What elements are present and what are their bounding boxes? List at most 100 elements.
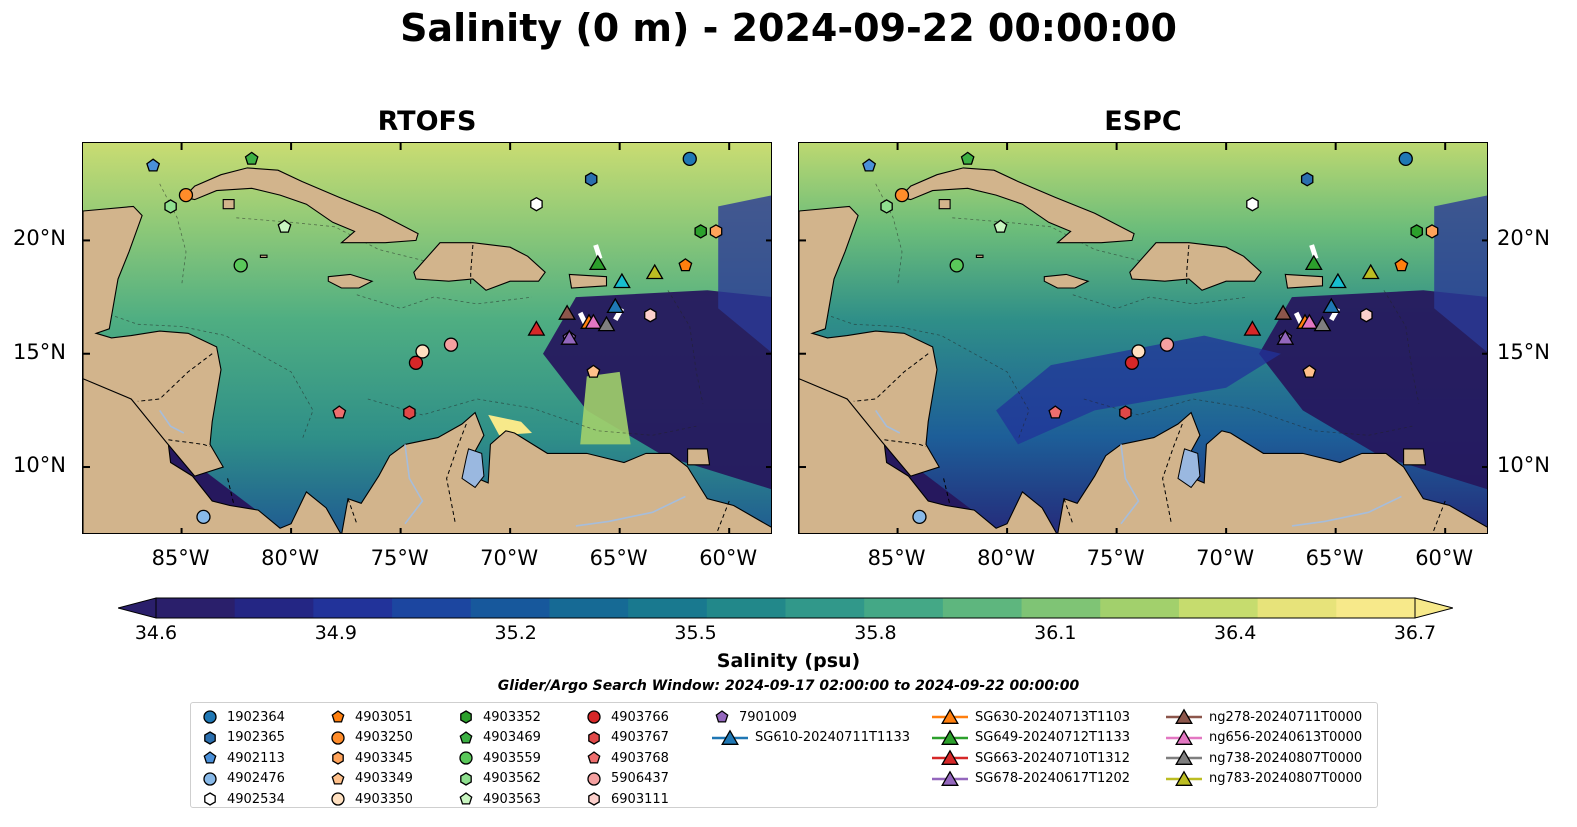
observation-marker[interactable]: [1394, 258, 1409, 272]
observation-marker[interactable]: [1328, 272, 1347, 289]
observation-marker[interactable]: [912, 509, 927, 525]
observation-marker[interactable]: [530, 196, 543, 212]
observation-marker[interactable]: [1124, 355, 1140, 370]
observation-marker[interactable]: [993, 219, 1008, 233]
observation-marker[interactable]: [415, 344, 430, 359]
map-panel-rtofs[interactable]: [82, 142, 772, 534]
country-border: [470, 244, 474, 286]
triangle-marker: [588, 254, 607, 271]
observation-marker[interactable]: [1398, 151, 1413, 167]
triangle-marker: [1175, 770, 1193, 786]
observation-marker[interactable]: [588, 254, 607, 271]
colorbar-min-arrow: [116, 597, 157, 619]
pentagon-marker: [960, 151, 975, 165]
latitude-label-right: 20°N: [1497, 226, 1550, 251]
hexagon-marker: [204, 792, 216, 806]
land-isleOfPines: [938, 199, 951, 210]
observation-marker[interactable]: [1119, 405, 1132, 420]
observation-marker[interactable]: [678, 258, 693, 272]
observation-marker[interactable]: [443, 337, 459, 352]
observation-marker[interactable]: [694, 224, 707, 239]
hexagon-marker: [709, 224, 723, 239]
hexagon-legend-icon: [204, 730, 216, 745]
observation-marker[interactable]: [277, 219, 292, 233]
observation-marker[interactable]: [1276, 329, 1295, 345]
observation-marker[interactable]: [146, 158, 161, 172]
observation-marker[interactable]: [1302, 364, 1317, 378]
isobath-contour: [1083, 398, 1413, 436]
observation-marker[interactable]: [1274, 304, 1293, 320]
circle-legend-icon: [587, 710, 601, 724]
observation-marker[interactable]: [1360, 307, 1373, 323]
triangle-marker: [606, 297, 625, 314]
triangle-marker: [1361, 263, 1380, 280]
glider-track: [593, 244, 603, 260]
legend-item: 4903250: [327, 728, 413, 748]
observation-marker[interactable]: [527, 320, 546, 336]
observation-marker[interactable]: [1361, 263, 1380, 280]
observation-marker[interactable]: [1246, 196, 1259, 212]
observation-marker[interactable]: [1131, 344, 1146, 359]
observation-marker[interactable]: [233, 258, 248, 273]
observation-marker[interactable]: [949, 258, 964, 273]
observation-marker[interactable]: [403, 405, 416, 420]
pentagon-marker: [277, 219, 292, 233]
observation-marker[interactable]: [1300, 313, 1319, 329]
circle-marker: [331, 730, 345, 745]
longitude-label: 75°W: [370, 546, 429, 570]
legend-item: 4903350: [327, 789, 413, 809]
observation-marker[interactable]: [894, 187, 910, 203]
longitude-label: 75°W: [1086, 546, 1145, 570]
observation-marker[interactable]: [586, 364, 601, 378]
legend-label: 4903768: [611, 750, 669, 766]
country-border: [1432, 500, 1446, 533]
observation-marker[interactable]: [1425, 224, 1439, 239]
observation-marker[interactable]: [408, 355, 424, 370]
colorbar-max-arrow: [1414, 597, 1455, 619]
pentagon-legend-icon: [331, 771, 345, 785]
observation-marker[interactable]: [644, 307, 657, 323]
observation-marker[interactable]: [1304, 254, 1323, 271]
observation-marker[interactable]: [196, 509, 211, 525]
observation-marker[interactable]: [606, 297, 625, 314]
observation-marker[interactable]: [1322, 297, 1341, 314]
legend-item: 4902113: [199, 748, 285, 768]
observation-marker[interactable]: [709, 224, 723, 239]
observation-marker[interactable]: [1313, 315, 1332, 332]
observation-marker[interactable]: [1410, 224, 1423, 239]
triangle-legend-icon: [932, 708, 968, 724]
colorbar-segment: [706, 598, 786, 618]
observation-marker[interactable]: [332, 405, 347, 419]
observation-marker[interactable]: [1048, 405, 1063, 419]
observation-marker[interactable]: [597, 315, 616, 332]
land-cuba: [182, 167, 419, 244]
observation-marker[interactable]: [612, 272, 631, 289]
observation-marker[interactable]: [584, 172, 598, 187]
observation-marker[interactable]: [1159, 337, 1175, 352]
observation-marker[interactable]: [178, 187, 194, 203]
observation-marker[interactable]: [164, 199, 177, 214]
observation-marker[interactable]: [880, 199, 893, 214]
observation-marker[interactable]: [584, 313, 603, 329]
observation-marker[interactable]: [645, 263, 664, 280]
triangle-legend-icon: [712, 729, 748, 745]
triangle-marker: [941, 770, 959, 786]
observation-marker[interactable]: [1300, 172, 1314, 187]
triangle-marker: [584, 313, 603, 329]
triangle-marker: [527, 320, 546, 336]
map-panel-espc[interactable]: [798, 142, 1488, 534]
observation-marker[interactable]: [244, 151, 259, 165]
country-border: [853, 353, 929, 402]
latitude-label-right: 15°N: [1497, 339, 1550, 364]
circle-marker: [1398, 151, 1413, 167]
triangle-marker: [721, 729, 739, 745]
observation-marker[interactable]: [1243, 320, 1262, 336]
hexagon-marker: [644, 307, 657, 323]
observation-marker[interactable]: [682, 151, 697, 167]
pentagon-marker: [1048, 405, 1063, 419]
observation-marker[interactable]: [558, 304, 577, 320]
glider-track: [1309, 244, 1319, 260]
observation-marker[interactable]: [560, 329, 579, 345]
observation-marker[interactable]: [960, 151, 975, 165]
observation-marker[interactable]: [862, 158, 877, 172]
